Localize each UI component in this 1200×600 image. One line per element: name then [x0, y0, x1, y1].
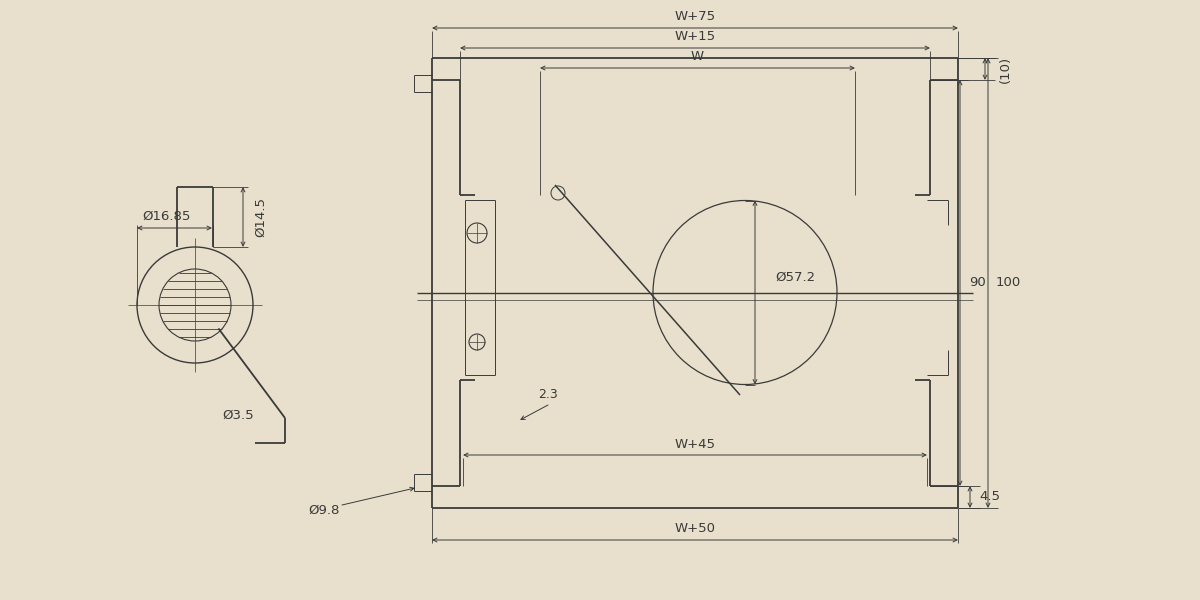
Text: (10): (10)	[998, 55, 1012, 83]
Text: W+15: W+15	[674, 31, 715, 43]
Text: 2.3: 2.3	[538, 389, 558, 401]
Text: Ø9.8: Ø9.8	[308, 503, 340, 517]
Text: 100: 100	[995, 277, 1021, 289]
Text: Ø16.85: Ø16.85	[143, 209, 191, 223]
Text: Ø3.5: Ø3.5	[222, 409, 253, 421]
Text: W+45: W+45	[674, 437, 715, 451]
Text: Ø14.5: Ø14.5	[254, 197, 268, 237]
Text: W: W	[691, 50, 704, 64]
Text: 4.5: 4.5	[979, 491, 1001, 503]
Text: Ø57.2: Ø57.2	[775, 271, 815, 284]
Text: W+50: W+50	[674, 523, 715, 535]
Text: 90: 90	[970, 277, 986, 289]
Text: W+75: W+75	[674, 10, 715, 23]
